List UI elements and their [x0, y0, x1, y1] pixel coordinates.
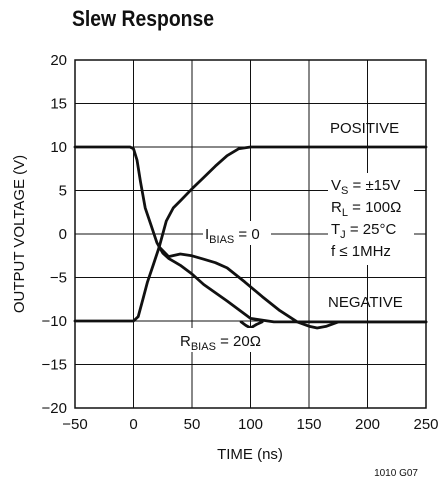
condition-tj: TJ = 25°C	[331, 221, 396, 241]
x-tick-label: 150	[296, 416, 321, 433]
y-tick-label: 5	[59, 183, 67, 200]
series-line-3	[239, 320, 264, 330]
rbias-label-bg	[177, 328, 269, 352]
y-tick-label: −5	[50, 270, 67, 287]
y-tick-label: −20	[42, 400, 67, 417]
rbias-main: R	[180, 333, 191, 350]
x-axis-title: TIME (ns)	[217, 446, 283, 463]
ibias-rest: = 0	[234, 226, 259, 243]
y-axis-title: OUTPUT VOLTAGE (V)	[11, 155, 28, 313]
rbias-sub: BIAS	[191, 341, 216, 353]
y-tick-label: −10	[42, 313, 67, 330]
y-tick-label: −15	[42, 357, 67, 374]
x-tick-label: 200	[355, 416, 380, 433]
y-tick-label: 0	[59, 226, 67, 243]
curve-layer	[73, 145, 428, 330]
rbias-label: RBIAS = 20Ω	[180, 333, 261, 353]
rbias-rest: = 20Ω	[216, 333, 261, 350]
series-line-2	[157, 245, 428, 330]
x-tick-label: 250	[413, 416, 438, 433]
ibias-label-bg	[203, 221, 271, 245]
negative-label: NEGATIVE	[328, 294, 403, 311]
figure-id: 1010 G07	[374, 468, 418, 479]
positive-label: POSITIVE	[330, 120, 399, 137]
annotation-layer: POSITIVE NEGATIVE IBIAS = 0 RBIAS = 20Ω …	[170, 120, 414, 353]
ibias-label: IBIAS = 0	[205, 226, 260, 246]
x-tick-label: −50	[62, 416, 87, 433]
condition-f: f ≤ 1MHz	[331, 243, 391, 260]
condition-rl: RL = 100Ω	[331, 199, 401, 219]
conditions-bg	[328, 173, 414, 265]
chart-title: Slew Response	[72, 6, 215, 31]
y-tick-label: 20	[50, 52, 67, 69]
series-line-0	[73, 145, 428, 324]
ibias-main: I	[205, 226, 209, 243]
y-tick-label: 10	[50, 139, 67, 156]
plot-frame	[74, 59, 427, 409]
y-tick-label: 15	[50, 96, 67, 113]
x-tick-label: 100	[238, 416, 263, 433]
x-tick-label: 50	[184, 416, 201, 433]
series-line-1	[73, 145, 428, 323]
condition-vs: VS = ±15V	[331, 177, 400, 197]
x-tick-label: 0	[129, 416, 137, 433]
ibias-sub: BIAS	[209, 234, 234, 246]
